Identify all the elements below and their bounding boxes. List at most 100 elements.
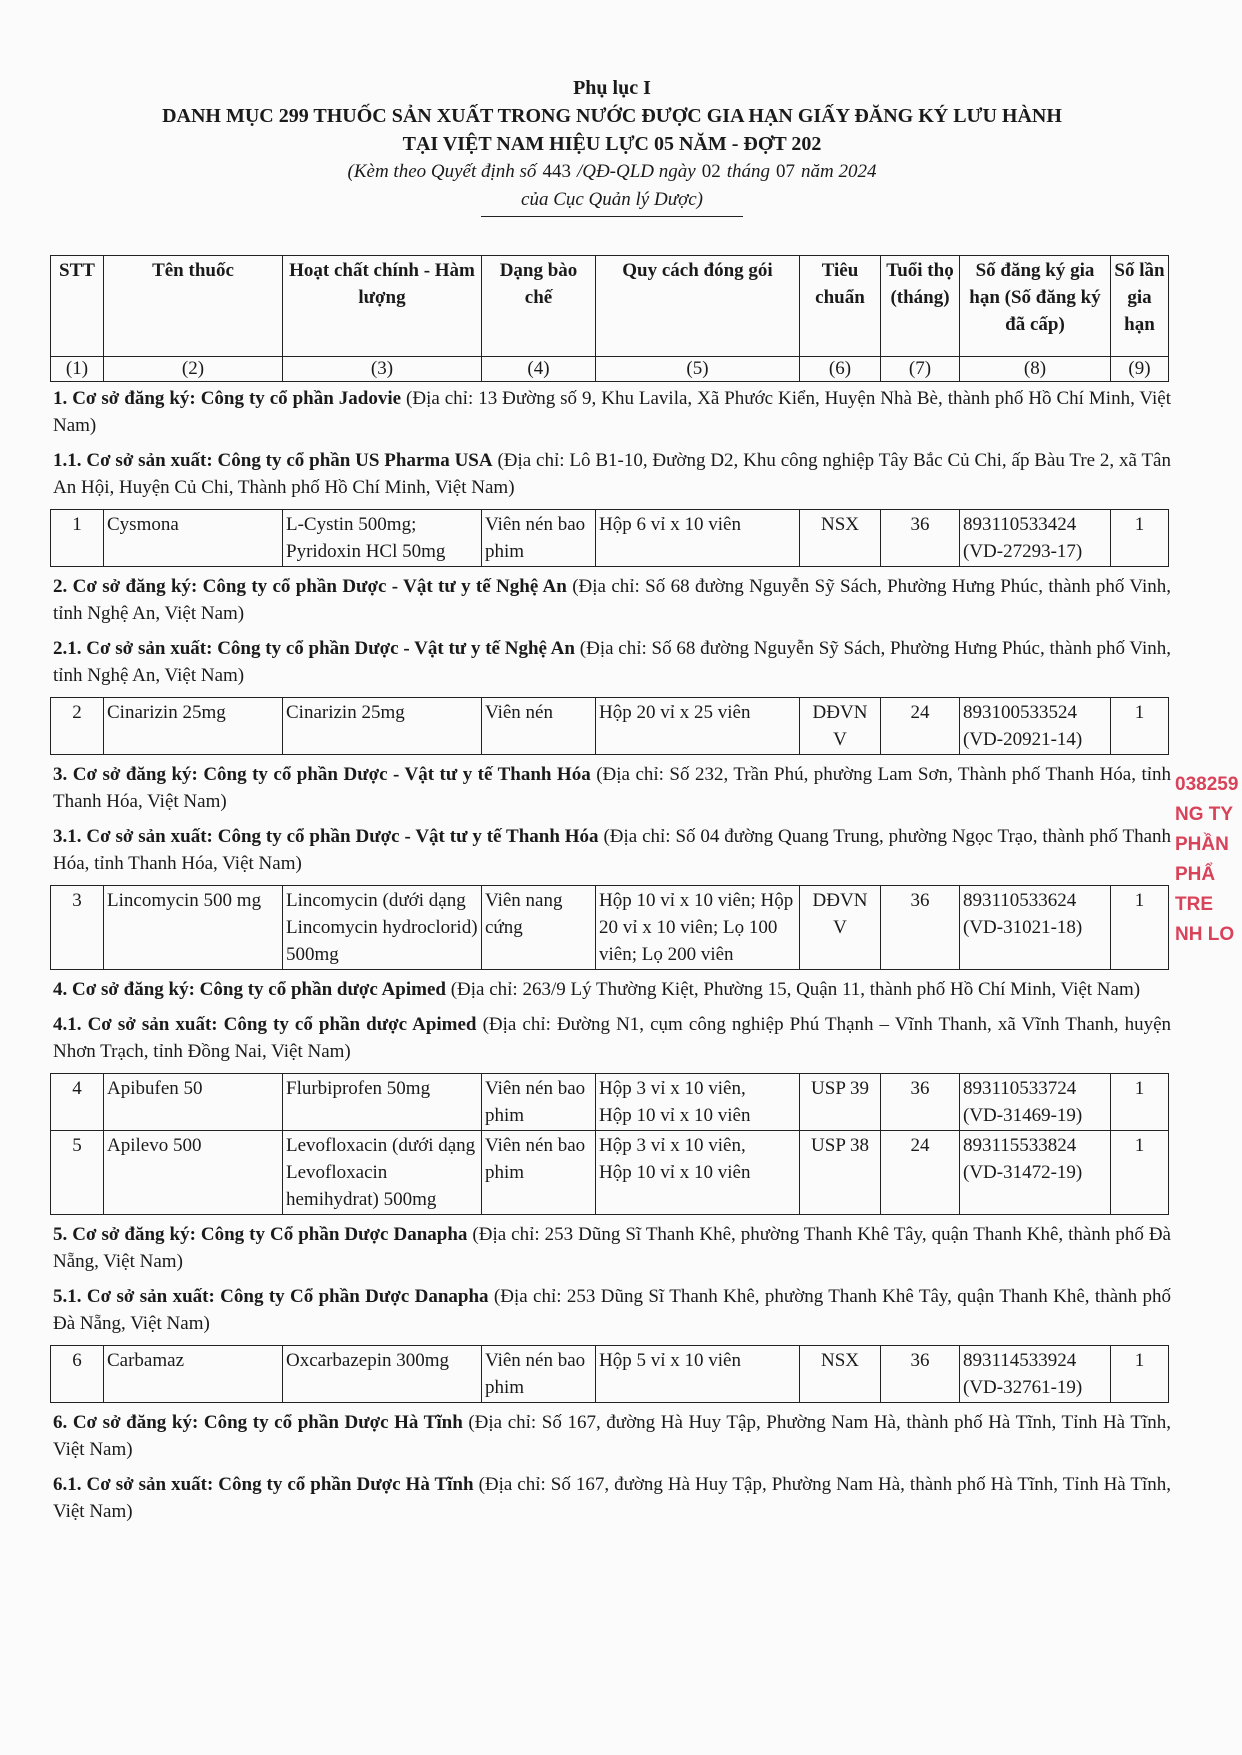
cell: 893110533724 (VD-31469-19) <box>959 1073 1111 1131</box>
cell: Cinarizin 25mg <box>282 697 482 755</box>
cell: 1 <box>1110 1130 1169 1215</box>
cell: L-Cystin 500mg; Pyridoxin HCl 50mg <box>282 509 482 567</box>
cell: 5 <box>50 1130 104 1215</box>
document: Phụ lục I DANH MỤC 299 THUỐC SẢN XUẤT TR… <box>50 74 1172 1533</box>
decision-mid: /QĐ-QLD ngày <box>576 161 696 182</box>
header-row: STT Tên thuốc Hoạt chất chính - Hàm lượng D… <box>50 255 1169 357</box>
cell: NSX <box>799 1345 881 1403</box>
column-number: (6) <box>799 356 881 382</box>
registrant-label: 3. Cơ sở đăng ký: Công ty cổ phần Dược -… <box>53 764 591 785</box>
column-number: (3) <box>282 356 482 382</box>
stamp-text: 038259 <box>1175 774 1239 795</box>
manufacturer-heading: 3.1. Cơ sở sản xuất: Công ty cổ phần Dượ… <box>53 823 1171 877</box>
content: STT Tên thuốc Hoạt chất chính - Hàm lượng D… <box>50 255 1172 1525</box>
cell: Hộp 6 vỉ x 10 viên <box>595 509 800 567</box>
cell: 36 <box>880 1345 960 1403</box>
cell: 24 <box>880 697 960 755</box>
cell: Viên nén bao phim <box>481 1345 596 1403</box>
cell: Hộp 10 vỉ x 10 viên; Hộp 20 vỉ x 10 viên… <box>595 885 800 970</box>
column-header: Hoạt chất chính - Hàm lượng <box>282 255 482 357</box>
cell: DĐVN V <box>799 885 881 970</box>
column-header: Tuổi thọ (tháng) <box>880 255 960 357</box>
cell: USP 39 <box>799 1073 881 1131</box>
cell: 1 <box>1110 885 1169 970</box>
drug-row: 1 Cysmona L-Cystin 500mg; Pyridoxin HCl 50… <box>50 509 1169 567</box>
decision-month: 07 <box>775 161 795 182</box>
decision-issuer: của Cục Quản lý Dược) <box>481 186 743 217</box>
table: 2 Cinarizin 25mg Cinarizin 25mg Viên nén Hộp… <box>50 697 1169 755</box>
decision-number: 443 <box>542 161 571 182</box>
stamp: 038259 NG TY PHẦN PHẨ TRE NH LO <box>1175 770 1238 950</box>
cell: 24 <box>880 1130 960 1215</box>
cell: Oxcarbazepin 300mg <box>282 1345 482 1403</box>
cell: Viên nén bao phim <box>481 509 596 567</box>
column-header: Số lần gia hạn <box>1110 255 1169 357</box>
column-number: (7) <box>880 356 960 382</box>
cell: Hộp 5 vỉ x 10 viên <box>595 1345 800 1403</box>
registrant-heading: 2. Cơ sở đăng ký: Công ty cổ phần Dược -… <box>53 573 1171 627</box>
drug-row: 4 Apibufen 50 Flurbiprofen 50mg Viên nén ba… <box>50 1073 1169 1131</box>
registrant-heading: 3. Cơ sở đăng ký: Công ty cổ phần Dược -… <box>53 761 1171 815</box>
drug-row: 2 Cinarizin 25mg Cinarizin 25mg Viên nén Hộp… <box>50 697 1169 755</box>
manufacturer-address: (Địa chỉ: Lô B1-10, Đường D2, Khu công n… <box>53 450 1171 498</box>
drug-row: 6 Carbamaz Oxcarbazepin 300mg Viên nén bao … <box>50 1345 1169 1403</box>
title-line: TẠI VIỆT NAM HIỆU LỰC 05 NĂM - ĐỢT 202 <box>402 133 822 155</box>
decision-year: năm 2024 <box>800 161 877 182</box>
decision-day: 02 <box>701 161 721 182</box>
registrant-label: 1. Cơ sở đăng ký: Công ty cổ phần Jadovi… <box>53 388 402 409</box>
stamp-text: PHẨ <box>1175 864 1216 885</box>
stamp-text: NH LO <box>1175 924 1235 945</box>
registrant-label: 4. Cơ sở đăng ký: Công ty cổ phần dược A… <box>53 979 446 1000</box>
manufacturer-label: 4.1. Cơ sở sản xuất: Công ty cổ phần dượ… <box>53 1014 477 1035</box>
registrant-address: (Địa chỉ: 253 Dũng Sĩ Thanh Khê, phường … <box>53 1224 1171 1272</box>
manufacturer-label: 2.1. Cơ sở sản xuất: Công ty cổ phần Dượ… <box>53 638 575 659</box>
cell: 2 <box>50 697 104 755</box>
manufacturer-label: 1.1. Cơ sở sản xuất: Công ty cổ phần US … <box>53 450 493 471</box>
cell: 36 <box>880 509 960 567</box>
column-header: Dạng bào chế <box>481 255 596 357</box>
column-header: Số đăng ký gia hạn (Số đăng ký đã cấp) <box>959 255 1111 357</box>
manufacturer-address: (Địa chỉ: Số 167, đường Hà Huy Tập, Phườ… <box>53 1474 1171 1522</box>
header-number-row: (1) (2) (3) (4) (5) (6) (7) (8) (9) <box>50 356 1169 382</box>
manufacturer-heading: 5.1. Cơ sở sản xuất: Công ty Cổ phần Dượ… <box>53 1283 1171 1337</box>
registrant-heading: 4. Cơ sở đăng ký: Công ty cổ phần dược A… <box>53 976 1171 1003</box>
stamp-text: PHẦN <box>1175 834 1229 855</box>
table: 3 Lincomycin 500 mg Lincomycin (dưới dạng … <box>50 885 1169 970</box>
drug-row: 3 Lincomycin 500 mg Lincomycin (dưới dạng … <box>50 885 1169 970</box>
column-header: Quy cách đóng gói <box>595 255 800 357</box>
decision-prefix: (Kèm theo Quyết định số <box>347 161 537 182</box>
manufacturer-heading: 1.1. Cơ sở sản xuất: Công ty cổ phần US … <box>53 447 1171 501</box>
cell: Carbamaz <box>103 1345 283 1403</box>
cell: USP 38 <box>799 1130 881 1215</box>
column-number: (9) <box>1110 356 1169 382</box>
decision-month-label: tháng <box>726 161 770 182</box>
table: STT Tên thuốc Hoạt chất chính - Hàm lượng D… <box>50 255 1169 382</box>
manufacturer-label: 3.1. Cơ sở sản xuất: Công ty cổ phần Dượ… <box>53 826 599 847</box>
cell: 893110533424 (VD-27293-17) <box>959 509 1111 567</box>
cell: Cinarizin 25mg <box>103 697 283 755</box>
cell: Hộp 3 vỉ x 10 viên, Hộp 10 vỉ x 10 viên <box>595 1073 800 1131</box>
registrant-label: 2. Cơ sở đăng ký: Công ty cổ phần Dược -… <box>53 576 567 597</box>
cell: Cysmona <box>103 509 283 567</box>
manufacturer-heading: 4.1. Cơ sở sản xuất: Công ty cổ phần dượ… <box>53 1011 1171 1065</box>
cell: 893110533624 (VD-31021-18) <box>959 885 1111 970</box>
manufacturer-address: (Địa chỉ: Số 04 đường Quang Trung, phườn… <box>53 826 1171 874</box>
stamp-text: TRE <box>1175 894 1213 915</box>
registrant-heading: 5. Cơ sở đăng ký: Công ty Cổ phần Dược D… <box>53 1221 1171 1275</box>
registrant-address: (Địa chỉ: Số 68 đường Nguyễn Sỹ Sách, Ph… <box>53 576 1172 624</box>
cell: Hộp 3 vỉ x 10 viên, Hộp 10 vỉ x 10 viên <box>595 1130 800 1215</box>
cell: Lincomycin 500 mg <box>103 885 283 970</box>
column-number: (4) <box>481 356 596 382</box>
registrant-address: (Địa chỉ: Số 232, Trần Phú, phường Lam S… <box>53 764 1172 812</box>
cell: Lincomycin (dưới dạng Lincomycin hydrocl… <box>282 885 482 970</box>
cell: 3 <box>50 885 104 970</box>
manufacturer-address: (Địa chỉ: Đường N1, cụm công nghiệp Phú … <box>53 1014 1172 1062</box>
cell: 1 <box>1110 509 1169 567</box>
manufacturer-label: 6.1. Cơ sở sản xuất: Công ty cổ phần Dượ… <box>53 1474 474 1495</box>
cell: 1 <box>1110 1345 1169 1403</box>
manufacturer-address: (Địa chỉ: Số 68 đường Nguyễn Sỹ Sách, Ph… <box>53 638 1172 686</box>
column-number: (2) <box>103 356 283 382</box>
cell: 1 <box>1110 697 1169 755</box>
table: 1 Cysmona L-Cystin 500mg; Pyridoxin HCl 50… <box>50 509 1169 567</box>
